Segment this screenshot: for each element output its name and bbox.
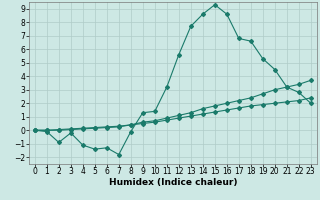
X-axis label: Humidex (Indice chaleur): Humidex (Indice chaleur)	[108, 178, 237, 187]
